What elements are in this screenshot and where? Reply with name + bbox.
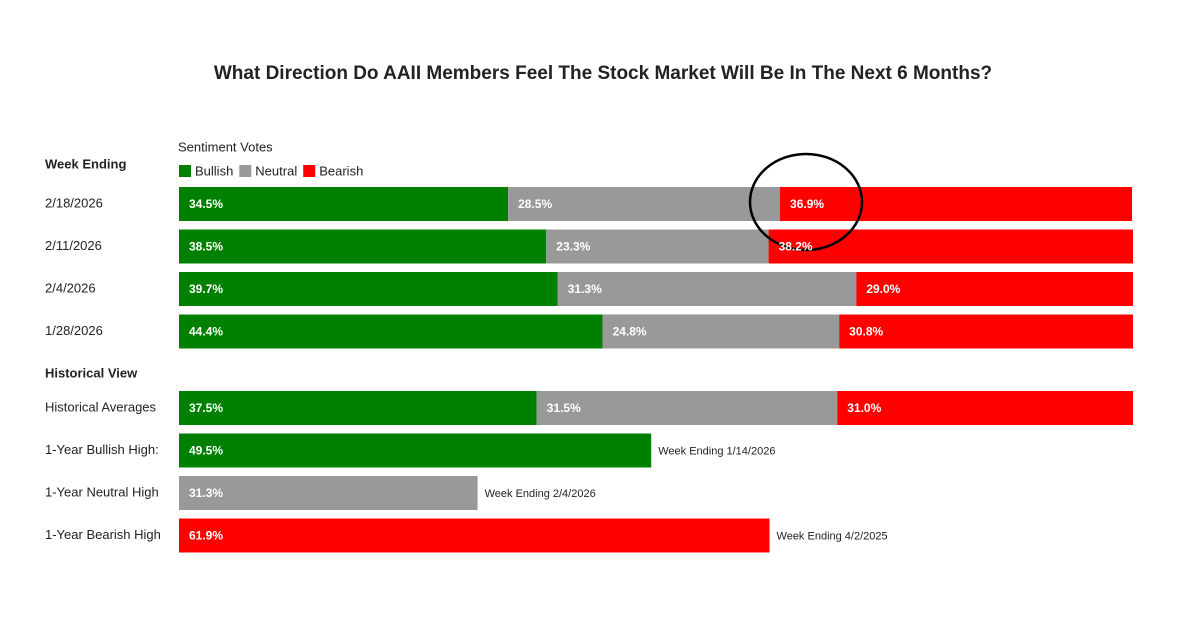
legend-swatch [179,165,191,177]
bar-segment [602,314,840,349]
value-label: 38.5% [189,240,223,254]
value-label: 34.5% [189,197,223,211]
chart-title: What Direction Do AAII Members Feel The … [214,63,992,84]
value-label: 39.7% [189,282,223,296]
category-label: Historical Averages [45,399,157,414]
bar-segment [179,229,547,264]
section-heading: Week Ending [45,156,126,171]
legend-swatch [239,165,252,177]
legend-title: Sentiment Votes [178,139,273,154]
bar-segment [839,314,1133,349]
category-label: 1-Year Bearish High [45,527,161,542]
category-label: 1/28/2026 [45,323,103,338]
legend-label: Neutral [255,163,297,178]
value-label: 29.0% [866,282,900,296]
legend-label: Bullish [195,163,233,178]
value-label: 37.5% [189,401,223,415]
value-label: 38.2% [779,240,813,254]
value-label: 30.8% [849,325,883,339]
bar-segment [179,272,558,306]
bar-segment [179,518,770,553]
value-label: 36.9% [790,197,824,211]
category-label: 1-Year Neutral High [45,484,159,499]
value-label: 23.3% [556,240,590,254]
bar-segment [179,433,652,468]
value-label: 49.5% [189,444,223,458]
plot [179,187,1133,553]
bar-segment [837,391,1133,425]
bar-annotation: Week Ending 4/2/2025 [777,530,888,542]
value-label: 28.5% [518,197,552,211]
bar-segment [508,187,781,221]
highlight-circle [748,152,864,252]
category-label: 2/11/2026 [45,238,102,253]
bar-annotation: Week Ending 1/14/2026 [658,445,775,457]
bar-segment [179,187,509,221]
legend-label: Bearish [319,163,363,178]
bar-segment [780,187,1133,221]
value-label: 31.3% [568,282,602,296]
bar-annotation: Week Ending 2/4/2026 [485,488,596,500]
bar-segment [856,272,1133,306]
value-label: 61.9% [189,529,223,543]
value-label: 31.3% [189,486,223,500]
category-label: 2/4/2026 [45,280,96,295]
value-label: 44.4% [189,325,223,339]
category-label: 1-Year Bullish High: [45,442,159,457]
bar-segment [557,272,857,306]
value-label: 31.0% [847,401,881,415]
category-label: 2/18/2026 [45,195,103,210]
value-label: 31.5% [547,401,581,415]
section-heading: Historical View [45,365,138,380]
bar-segment [179,314,603,349]
bar-segment [546,229,769,264]
legend-swatch [303,165,316,177]
bar-segment [179,391,537,425]
bar-segment [536,391,838,425]
bar-segment [179,476,478,510]
value-label: 24.8% [613,325,647,339]
bar-segment [768,229,1133,264]
